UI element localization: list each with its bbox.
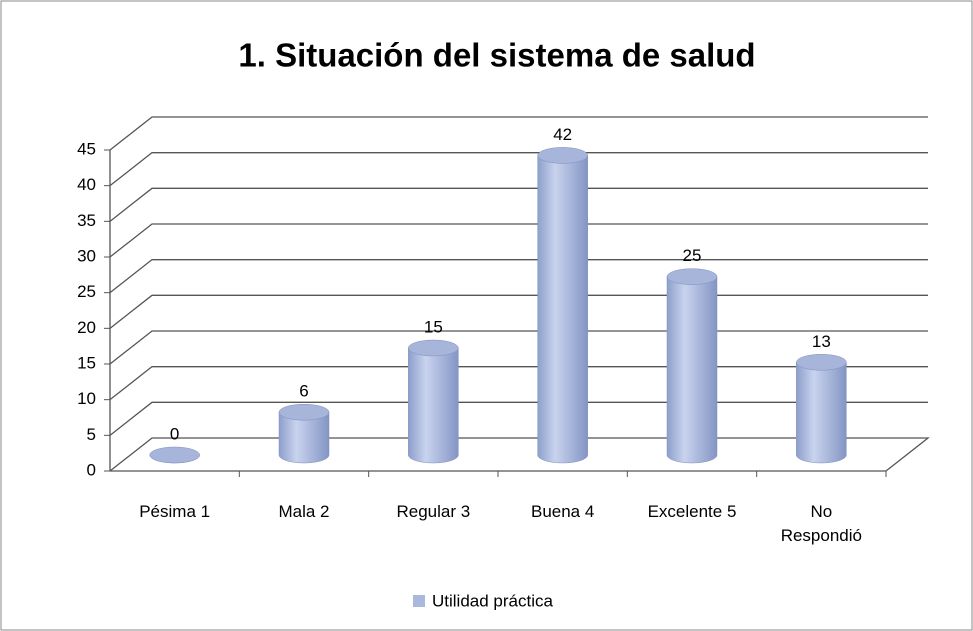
y-tick-label: 30: [77, 246, 96, 265]
data-label: 0: [170, 424, 179, 443]
y-tick-label: 45: [77, 139, 96, 158]
grid-line: [109, 223, 928, 258]
data-label: 42: [553, 125, 572, 144]
x-tick-label: Buena 4: [530, 502, 595, 521]
bar: [408, 347, 459, 464]
bar-top: [278, 403, 330, 421]
x-tick-label: Regular 3: [396, 502, 471, 521]
x-tick-label: Pésima 1: [139, 502, 211, 521]
y-tick-label: 25: [77, 282, 96, 301]
legend-label: Utilidad práctica: [432, 591, 553, 610]
grid-line: [109, 259, 928, 294]
grid-line: [109, 187, 928, 222]
bar: [666, 276, 718, 464]
y-tick-label: 35: [77, 211, 96, 230]
bar-top: [149, 446, 200, 464]
grid-line: [109, 116, 928, 151]
legend-swatch: [413, 595, 425, 607]
grid-line: [109, 152, 928, 187]
data-label: 6: [299, 382, 308, 401]
bar-top: [537, 147, 588, 164]
data-label: 15: [424, 317, 443, 336]
data-label: 25: [683, 246, 702, 265]
bar: [796, 362, 847, 464]
x-tick-label: Mala 2: [278, 502, 330, 521]
bar: [537, 155, 588, 464]
y-tick-label: 15: [77, 353, 96, 372]
y-tick-label: 0: [87, 460, 96, 479]
bar-top: [408, 339, 459, 357]
y-tick-label: 40: [77, 175, 96, 194]
y-tick-label: 10: [77, 389, 96, 408]
bar: [278, 411, 330, 464]
chart-title: 1. Situación del sistema de salud: [238, 37, 755, 74]
data-label: 13: [812, 332, 831, 351]
y-tick-label: 5: [87, 425, 96, 444]
y-tick-label: 20: [77, 318, 96, 337]
bar-top: [796, 354, 847, 371]
x-tick-label: No Respondió: [780, 502, 862, 545]
x-tick-label: Excelente 5: [647, 502, 737, 521]
bar-top: [666, 268, 718, 285]
